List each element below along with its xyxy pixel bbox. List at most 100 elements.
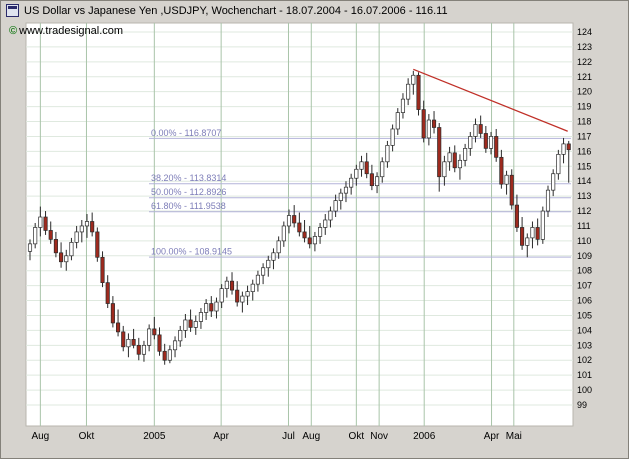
- price-tick-label: 123: [577, 42, 592, 52]
- price-tick-label: 124: [577, 27, 592, 37]
- candle-body: [302, 231, 307, 239]
- candle-body: [188, 319, 193, 328]
- candle-body: [338, 192, 343, 201]
- candle-body: [69, 242, 74, 257]
- month-label: Aug: [31, 431, 49, 442]
- month-label: Okt: [349, 431, 365, 442]
- price-tick-label: 114: [577, 176, 591, 186]
- month-label: 2006: [413, 431, 436, 442]
- candle-body: [48, 230, 53, 240]
- window-icon[interactable]: [6, 4, 19, 17]
- candle-body: [152, 328, 157, 336]
- candle-body: [110, 303, 115, 324]
- candle-body: [95, 231, 100, 258]
- candle-body: [509, 174, 514, 206]
- candle-body: [43, 216, 48, 231]
- price-tick-label: 101: [577, 370, 592, 380]
- candle-body: [162, 350, 167, 361]
- month-label: Nov: [370, 431, 388, 442]
- candle-body: [147, 328, 152, 346]
- price-tick-label: 106: [577, 296, 592, 306]
- candle-body: [245, 291, 250, 297]
- candle-body: [452, 152, 457, 169]
- candle-body: [478, 124, 483, 134]
- candle-body: [84, 221, 90, 227]
- copyright-icon: ©: [9, 25, 18, 37]
- candle-body: [193, 321, 198, 328]
- candle-body: [64, 255, 69, 263]
- candle-body: [198, 312, 203, 322]
- candle-body: [447, 152, 452, 163]
- price-tick-label: 100: [577, 385, 592, 395]
- fib-label: 100.00% - 108.9145: [151, 247, 232, 257]
- price-tick-label: 103: [577, 340, 592, 350]
- candle-body: [312, 236, 317, 245]
- price-tick-label: 118: [577, 117, 591, 127]
- candle-body: [323, 219, 328, 228]
- candle-body: [545, 189, 551, 212]
- candle-body: [499, 156, 504, 185]
- candle-body: [390, 128, 395, 146]
- month-label: 2005: [143, 431, 166, 442]
- copyright-text: www.tradesignal.com: [19, 25, 124, 37]
- month-label: Aug: [302, 431, 320, 442]
- candle-body: [255, 274, 260, 285]
- candle-body: [178, 330, 183, 342]
- candle-body: [33, 227, 38, 245]
- candle-body: [520, 227, 525, 246]
- candle-body: [214, 301, 219, 312]
- candle-body: [136, 344, 141, 355]
- candle-body: [183, 319, 188, 331]
- candle-body: [53, 239, 58, 254]
- candle-body: [204, 303, 209, 313]
- candle-body: [494, 136, 499, 158]
- candle-body: [131, 339, 136, 346]
- price-tick-label: 104: [577, 325, 592, 335]
- candle-body: [281, 225, 286, 242]
- candle-body: [105, 282, 110, 304]
- fib-label: 0.00% - 116.8707: [151, 128, 221, 138]
- candle-body: [463, 148, 468, 161]
- candle-body: [540, 210, 545, 240]
- candle-body: [426, 119, 431, 139]
- candle-body: [74, 231, 79, 243]
- candle-body: [276, 240, 281, 254]
- candle-body: [354, 168, 359, 179]
- price-tick-label: 109: [577, 251, 592, 261]
- candle-body: [525, 237, 530, 246]
- month-label: Mai: [506, 431, 522, 442]
- candle-body: [400, 98, 406, 113]
- price-tick-label: 111: [577, 221, 591, 231]
- candle-body: [385, 145, 390, 163]
- candle-body: [219, 288, 224, 303]
- candle-body: [229, 280, 235, 291]
- trendline: [413, 68, 568, 132]
- candle-body: [375, 176, 380, 187]
- candle-body: [224, 280, 229, 289]
- candle-body: [359, 161, 364, 170]
- price-tick-label: 120: [577, 87, 592, 97]
- candle-body: [556, 153, 561, 175]
- price-tick-label: 115: [577, 161, 591, 171]
- month-label: Jul: [282, 431, 295, 442]
- month-label: Apr: [484, 431, 500, 442]
- candle-body: [297, 222, 302, 233]
- candle-body: [209, 303, 214, 312]
- candle-body: [437, 127, 442, 178]
- price-tick-label: 110: [577, 236, 591, 246]
- candle-body: [90, 221, 95, 233]
- price-tick-label: 108: [577, 266, 592, 276]
- price-tick-label: 119: [577, 102, 591, 112]
- price-tick-label: 121: [577, 72, 592, 82]
- candle-body: [38, 216, 43, 228]
- copyright: © www.tradesignal.com: [9, 25, 123, 37]
- candle-body: [380, 161, 385, 178]
- candle-body: [395, 112, 400, 130]
- candle-body: [343, 186, 349, 194]
- candle-body: [504, 174, 509, 185]
- price-tick-label: 117: [577, 131, 591, 141]
- candle-body: [514, 204, 519, 228]
- candle-body: [566, 143, 571, 151]
